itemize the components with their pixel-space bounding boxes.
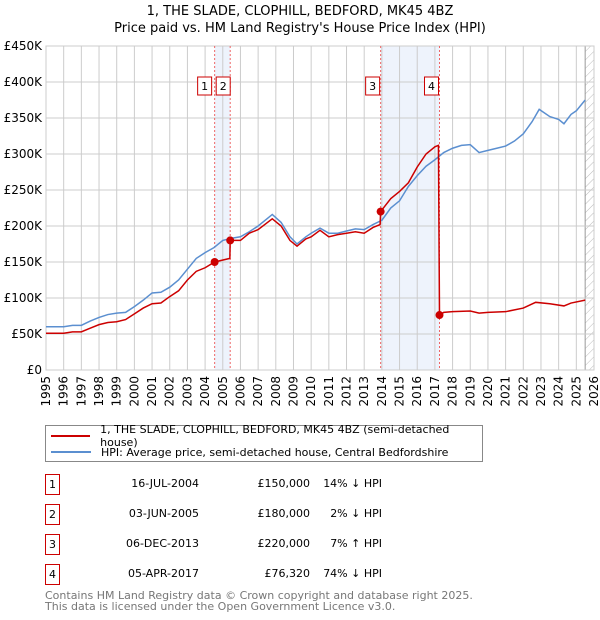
sale-row: 3 06-DEC-2013 £220,000 7% ↑ HPI (45, 534, 445, 555)
legend-swatch-blue (51, 451, 91, 453)
sale-point (435, 311, 444, 320)
legend-item-property: 1, THE SLADE, CLOPHILL, BEDFORD, MK45 4B… (46, 423, 482, 449)
x-tick-label: 2019 (463, 376, 477, 407)
sale-marker-number: 4 (45, 564, 60, 585)
x-tick-label: 2006 (233, 376, 247, 407)
x-tick-label: 1995 (39, 376, 53, 407)
y-tick-label: £250K (4, 183, 44, 197)
sale-marker-box (215, 76, 231, 96)
x-tick-label: 1999 (110, 376, 124, 407)
y-tick-label: £450K (4, 39, 44, 53)
hpi-line (46, 99, 586, 328)
sale-hpi-diff: 2% ↓ HPI (330, 507, 382, 520)
sale-marker-label: 2 (220, 80, 227, 93)
x-tick-label: 1998 (92, 376, 106, 407)
y-tick-label: £50K (11, 327, 43, 341)
x-tick-label: 2009 (286, 376, 300, 407)
sale-marker-box (423, 76, 439, 96)
x-tick-label: 2016 (410, 376, 424, 407)
sale-hpi-diff: 74% ↓ HPI (323, 567, 382, 580)
x-tick-label: 2015 (393, 376, 407, 407)
sale-hpi-diff: 14% ↓ HPI (323, 477, 382, 490)
x-tick-label: 2008 (269, 376, 283, 407)
sale-row: 2 03-JUN-2005 £180,000 2% ↓ HPI (45, 504, 445, 525)
sale-date: 16-JUL-2004 (131, 477, 199, 490)
sale-row: 1 16-JUL-2004 £150,000 14% ↓ HPI (45, 474, 445, 495)
x-tick-label: 2012 (340, 376, 354, 407)
x-tick-label: 2002 (163, 376, 177, 407)
plot-area: £0 £50K £100K £150K £200K £250K £300K £350K £400… (4, 39, 600, 407)
x-tick-label: 2004 (198, 376, 212, 407)
sale-date: 05-APR-2017 (127, 567, 199, 580)
x-tick-label: 2021 (499, 376, 513, 407)
sale-date: 03-JUN-2005 (128, 507, 199, 520)
legend: 1, THE SLADE, CLOPHILL, BEDFORD, MK45 4B… (45, 423, 483, 462)
legend-label: HPI: Average price, semi-detached house,… (101, 445, 449, 459)
y-tick-label: £150K (4, 255, 44, 269)
sale-marker-number: 2 (45, 504, 60, 525)
x-tick-label: 2018 (446, 376, 460, 407)
sale-point (376, 207, 385, 216)
sale-marker-number: 3 (45, 534, 60, 555)
x-tick-label: 2026 (587, 376, 600, 407)
legend-item-hpi: HPI: Average price, semi-detached house,… (46, 444, 448, 460)
sale-marker-label: 4 (428, 80, 435, 93)
x-tick-label: 2010 (304, 376, 318, 407)
legend-label: 1, THE SLADE, CLOPHILL, BEDFORD, MK45 4B… (100, 423, 450, 449)
sale-price: £220,000 (257, 537, 311, 550)
footer-line-2: This data is licensed under the Open Gov… (45, 600, 396, 613)
x-tick-label: 2001 (145, 376, 159, 407)
y-tick-label: £300K (4, 147, 44, 161)
footer-line-1: Contains HM Land Registry data © Crown c… (45, 589, 473, 602)
x-tick-label: 2000 (127, 376, 141, 407)
x-tick-label: 2007 (251, 376, 265, 407)
x-tick-label: 2003 (180, 376, 194, 407)
x-tick-label: 2011 (322, 376, 336, 407)
y-tick-label: £100K (4, 291, 44, 305)
sale-point (226, 236, 235, 245)
sale-point (210, 258, 219, 266)
y-tick-label: £200K (4, 219, 44, 233)
x-tick-label: 1996 (57, 376, 71, 407)
property-price-line (46, 144, 586, 335)
x-tick-label: 2013 (357, 376, 371, 407)
x-tick-label: 2017 (428, 376, 442, 407)
x-tick-label: 2025 (569, 376, 583, 407)
legend-swatch-red (51, 435, 91, 437)
sale-price: £76,320 (264, 567, 311, 580)
sale-row: 4 05-APR-2017 £76,320 74% ↓ HPI (45, 564, 445, 585)
x-tick-label: 1997 (74, 376, 88, 407)
sale-price: £150,000 (257, 477, 311, 490)
sale-price: £180,000 (257, 507, 311, 520)
chart-subtitle: Price paid vs. HM Land Registry's House … (114, 21, 486, 36)
sale-marker-box (197, 76, 213, 96)
sale-hpi-diff: 7% ↑ HPI (330, 537, 382, 550)
y-tick-label: £400K (4, 75, 44, 89)
x-tick-label: 2014 (375, 376, 389, 407)
x-tick-label: 2024 (552, 376, 566, 407)
y-tick-label: £0 (27, 363, 42, 377)
plot-border (45, 45, 595, 371)
sale-marker-number: 1 (45, 474, 60, 495)
x-tick-label: 2020 (481, 376, 495, 407)
chart-title: 1, THE SLADE, CLOPHILL, BEDFORD, MK45 4B… (146, 4, 454, 19)
sale-date: 06-DEC-2013 (125, 537, 199, 550)
y-tick-label: £350K (4, 111, 44, 125)
forecast-hatch (585, 46, 594, 370)
sale-marker-label: 1 (201, 80, 208, 93)
x-tick-label: 2022 (516, 376, 530, 407)
x-tick-label: 2005 (216, 376, 230, 407)
x-tick-label: 2023 (534, 376, 548, 407)
sale-marker-label: 3 (369, 80, 376, 93)
sale-marker-box (365, 76, 381, 96)
